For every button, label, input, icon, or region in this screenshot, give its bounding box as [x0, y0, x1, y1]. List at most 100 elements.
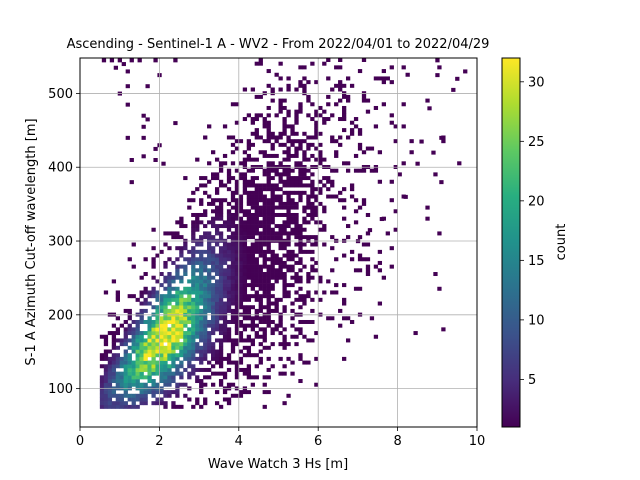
heatmap-bin	[258, 272, 263, 277]
heatmap-bin	[155, 345, 160, 350]
heatmap-bin	[254, 227, 259, 232]
heatmap-bin	[270, 87, 275, 92]
heatmap-bin	[171, 401, 176, 406]
heatmap-bin	[266, 179, 271, 184]
heatmap-bin	[318, 227, 323, 232]
heatmap-bin	[203, 235, 208, 240]
y-tick-label: 400	[48, 161, 73, 176]
heatmap-bin	[139, 301, 144, 306]
heatmap-bin	[326, 194, 331, 199]
heatmap-bin	[365, 146, 371, 151]
heatmap-bin	[250, 157, 255, 162]
heatmap-bin	[389, 198, 394, 203]
heatmap-bin	[278, 319, 283, 324]
heatmap-bin	[349, 83, 355, 88]
heatmap-bin	[191, 249, 196, 254]
heatmap-bin	[218, 198, 224, 203]
heatmap-bin	[238, 201, 244, 206]
heatmap-bin	[171, 319, 176, 324]
heatmap-bin	[373, 334, 379, 339]
heatmap-bin	[334, 83, 339, 88]
heatmap-bin	[199, 290, 204, 295]
heatmap-bin	[298, 275, 303, 280]
heatmap-bin	[127, 360, 132, 365]
heatmap-bin	[238, 286, 244, 291]
heatmap-bin	[254, 176, 259, 181]
heatmap-bin-outlier	[141, 113, 146, 118]
heatmap-bin	[234, 183, 240, 188]
heatmap-bin	[242, 316, 248, 321]
heatmap-bin	[195, 242, 200, 247]
heatmap-bin	[250, 176, 255, 181]
heatmap-bin	[175, 272, 180, 277]
heatmap-bin	[274, 297, 279, 302]
heatmap-bin	[218, 260, 224, 265]
heatmap-bin	[203, 190, 208, 195]
heatmap-bin	[318, 157, 323, 162]
heatmap-bin	[111, 334, 117, 339]
heatmap-bin	[258, 212, 263, 217]
heatmap-bin	[131, 338, 136, 343]
heatmap-bin	[218, 249, 224, 254]
x-tick-label: 6	[314, 434, 322, 449]
heatmap-bin	[290, 190, 295, 195]
heatmap-bin	[298, 176, 303, 181]
heatmap-bin	[274, 253, 279, 258]
heatmap-bin	[218, 382, 224, 387]
heatmap-bin	[191, 404, 196, 409]
heatmap-bin	[218, 253, 224, 258]
heatmap-bin	[151, 390, 156, 395]
heatmap-bin	[226, 331, 232, 336]
heatmap-bin	[298, 379, 303, 384]
heatmap-bin	[278, 176, 283, 181]
heatmap-bin	[222, 246, 228, 251]
heatmap-bin	[242, 231, 248, 236]
heatmap-bin	[326, 58, 331, 62]
heatmap-bin	[191, 349, 196, 354]
heatmap-bin	[262, 235, 267, 240]
heatmap-bin	[310, 61, 315, 66]
heatmap-bin	[389, 113, 394, 118]
heatmap-bin	[250, 179, 255, 184]
heatmap-bin	[250, 327, 255, 332]
heatmap-bin	[274, 231, 279, 236]
heatmap-bin	[393, 209, 398, 214]
heatmap-bin	[171, 305, 176, 310]
heatmap-bin	[123, 356, 128, 361]
heatmap-bin	[222, 272, 228, 277]
heatmap-bin	[274, 113, 279, 118]
heatmap-bin	[175, 323, 180, 328]
heatmap-bin	[199, 316, 204, 321]
heatmap-bin	[242, 345, 248, 350]
heatmap-bin	[191, 364, 196, 369]
heatmap-bin	[266, 345, 271, 350]
heatmap-bin	[234, 308, 240, 313]
heatmap-bin	[274, 275, 279, 280]
heatmap-bin	[155, 364, 160, 369]
heatmap-bin	[222, 397, 228, 402]
heatmap-bin	[171, 353, 176, 358]
heatmap-bin	[163, 323, 168, 328]
heatmap-bin	[159, 327, 164, 332]
heatmap-bin	[203, 209, 208, 214]
heatmap-bin-outlier	[125, 69, 130, 74]
heatmap-bin	[298, 179, 303, 184]
heatmap-bin	[151, 356, 156, 361]
heatmap-bin	[250, 283, 255, 288]
heatmap-bin	[163, 297, 168, 302]
heatmap-bin	[230, 279, 236, 284]
heatmap-bin	[266, 105, 271, 110]
heatmap-bin	[171, 275, 176, 280]
heatmap-bin	[302, 168, 307, 173]
heatmap-bin	[266, 176, 271, 181]
heatmap-bin	[314, 290, 319, 295]
heatmap-bin	[143, 382, 148, 387]
heatmap-bin	[111, 379, 117, 384]
heatmap-bin	[242, 390, 248, 395]
heatmap-bin	[266, 135, 271, 140]
heatmap-bin	[179, 342, 184, 347]
heatmap-bin	[226, 279, 232, 284]
heatmap-bin	[298, 224, 303, 229]
heatmap-bin	[270, 294, 275, 299]
heatmap-bin	[250, 227, 255, 232]
